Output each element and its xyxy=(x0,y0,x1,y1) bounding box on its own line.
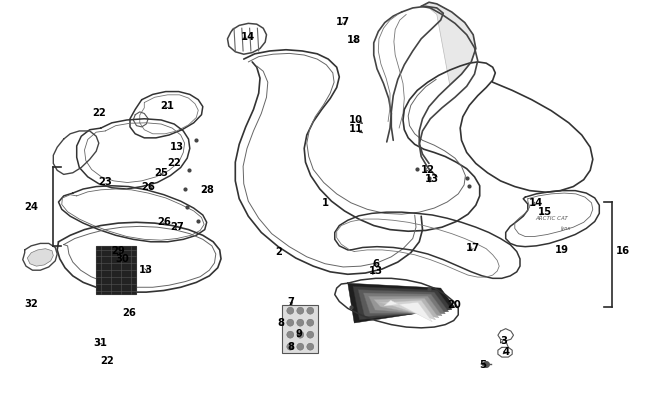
Text: ARCTIC CAT: ARCTIC CAT xyxy=(535,215,567,220)
Text: 32: 32 xyxy=(24,298,38,308)
Text: 26: 26 xyxy=(141,181,155,191)
Text: 15: 15 xyxy=(538,207,552,216)
Text: 1: 1 xyxy=(322,198,328,207)
Polygon shape xyxy=(363,293,445,314)
Circle shape xyxy=(297,343,304,350)
Circle shape xyxy=(287,320,294,326)
Text: 7: 7 xyxy=(288,297,294,307)
Circle shape xyxy=(297,331,304,338)
Text: 17: 17 xyxy=(336,17,350,27)
Polygon shape xyxy=(27,249,53,266)
Text: 10: 10 xyxy=(349,115,363,124)
Text: 27: 27 xyxy=(170,221,184,231)
Text: 22: 22 xyxy=(167,158,181,168)
Text: 18: 18 xyxy=(347,35,361,45)
Text: 13: 13 xyxy=(369,266,383,275)
Circle shape xyxy=(307,331,314,338)
Text: lynx: lynx xyxy=(560,225,571,230)
Text: 13: 13 xyxy=(425,174,439,184)
Text: 26: 26 xyxy=(157,217,171,227)
Polygon shape xyxy=(374,298,439,318)
Text: 26: 26 xyxy=(122,308,136,318)
Text: 19: 19 xyxy=(555,244,569,254)
Text: 16: 16 xyxy=(616,245,630,255)
Circle shape xyxy=(307,343,314,350)
Text: 2: 2 xyxy=(275,246,281,256)
Text: 17: 17 xyxy=(466,242,480,252)
Polygon shape xyxy=(282,305,318,353)
Text: 13: 13 xyxy=(170,142,184,151)
Text: 24: 24 xyxy=(24,202,38,211)
Text: 3: 3 xyxy=(500,335,507,345)
Text: 22: 22 xyxy=(92,108,106,117)
Text: 29: 29 xyxy=(111,245,125,255)
Polygon shape xyxy=(96,247,136,294)
Text: 11: 11 xyxy=(349,124,363,134)
Text: 20: 20 xyxy=(447,300,461,309)
Text: 4: 4 xyxy=(502,347,509,356)
Circle shape xyxy=(287,331,294,338)
Polygon shape xyxy=(384,301,432,322)
Polygon shape xyxy=(353,287,452,320)
Circle shape xyxy=(287,307,294,314)
Text: 5: 5 xyxy=(479,360,486,369)
Text: 14: 14 xyxy=(529,198,543,207)
Polygon shape xyxy=(379,301,436,320)
Circle shape xyxy=(287,343,294,350)
Circle shape xyxy=(307,320,314,326)
Text: 14: 14 xyxy=(241,32,255,41)
Circle shape xyxy=(307,307,314,314)
Text: 23: 23 xyxy=(98,177,112,186)
Text: 9: 9 xyxy=(296,328,302,338)
Text: 31: 31 xyxy=(94,337,108,347)
Polygon shape xyxy=(421,3,476,86)
Text: 8: 8 xyxy=(278,317,284,327)
Text: 22: 22 xyxy=(100,355,114,364)
Text: 6: 6 xyxy=(372,258,379,268)
Circle shape xyxy=(297,307,304,314)
Text: 8: 8 xyxy=(288,341,294,351)
Circle shape xyxy=(297,320,304,326)
Polygon shape xyxy=(369,296,442,316)
Polygon shape xyxy=(348,284,455,323)
Text: 30: 30 xyxy=(115,254,129,263)
Text: 28: 28 xyxy=(200,185,214,194)
Text: 12: 12 xyxy=(421,164,435,174)
Text: 21: 21 xyxy=(161,101,175,111)
Text: 13: 13 xyxy=(139,264,153,274)
Polygon shape xyxy=(358,290,448,317)
Text: 25: 25 xyxy=(154,167,168,177)
